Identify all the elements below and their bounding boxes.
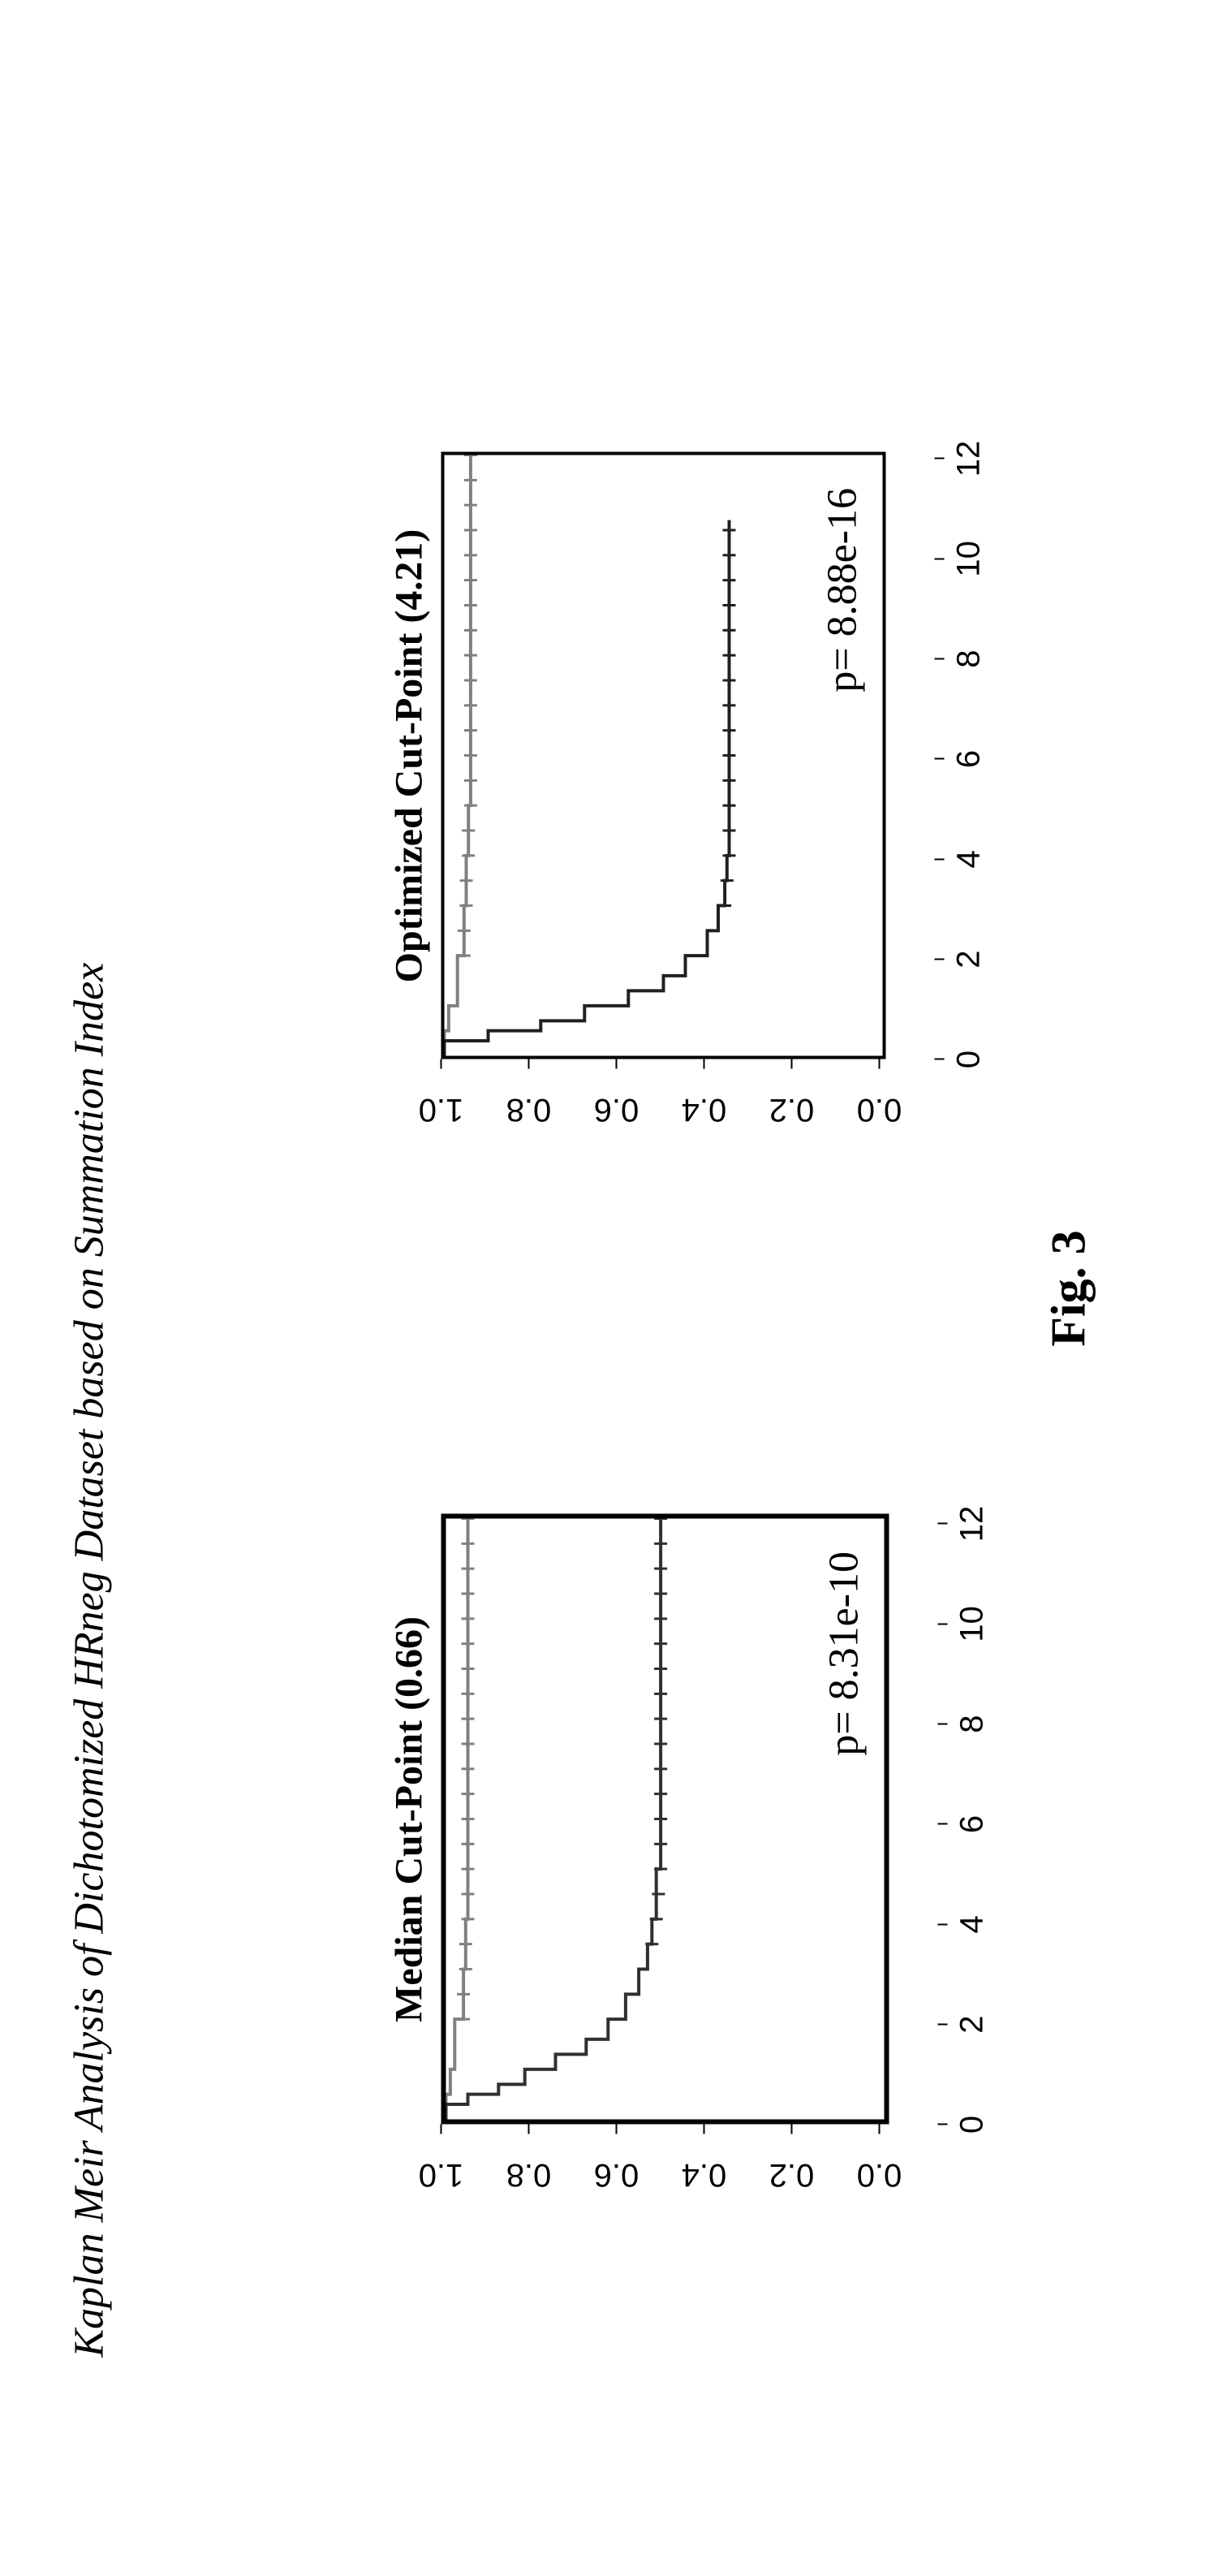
- x-tick-label: 4: [954, 1915, 990, 1933]
- y-tick: [615, 2125, 617, 2134]
- km-curves-median: [446, 1519, 884, 2120]
- x-tick: [934, 958, 944, 960]
- y-tick: [527, 2125, 529, 2134]
- x-tick-label: 6: [950, 749, 987, 767]
- x-tick: [934, 858, 944, 860]
- x-tick-label: 2: [954, 2015, 990, 2033]
- panel-optimized: Optimized Cut-Point (4.21) p= 8.88e-16 0…: [386, 452, 889, 1059]
- y-tick-label: 0.8: [506, 2156, 551, 2193]
- x-tick-label: 12: [954, 1505, 990, 1542]
- x-tick-label: 12: [950, 440, 987, 477]
- x-tick: [934, 758, 944, 760]
- x-tick: [937, 2124, 947, 2125]
- panel-median-chart: p= 8.31e-10 0.00.20.40.60.81.0 024681012: [441, 1514, 889, 2125]
- figure-label: Fig. 3: [1040, 1230, 1096, 1346]
- y-tick-label: 1.0: [418, 1091, 463, 1128]
- x-tick-label: 8: [954, 1715, 990, 1732]
- x-tick: [937, 1823, 947, 1825]
- x-tick-label: 6: [954, 1814, 990, 1832]
- x-tick: [934, 558, 944, 559]
- y-tick-label: 0.8: [506, 1091, 551, 1128]
- x-tick-label: 2: [950, 950, 987, 968]
- main-title: Kaplan Meir Analysis of Dichotomized HRn…: [65, 962, 113, 2357]
- y-tick: [703, 1059, 704, 1069]
- y-tick: [878, 1059, 880, 1069]
- y-tick: [440, 2125, 441, 2134]
- panel-median: Median Cut-Point (0.66) p= 8.31e-10 0.00…: [386, 1514, 889, 2125]
- x-tick: [937, 1723, 947, 1724]
- x-tick-label: 0: [954, 2115, 990, 2133]
- x-tick: [937, 1523, 947, 1525]
- x-tick: [934, 658, 944, 659]
- x-tick-label: 10: [950, 541, 987, 577]
- y-tick-label: 1.0: [418, 2156, 463, 2193]
- p-value-optimized: p= 8.88e-16: [818, 488, 866, 693]
- x-tick: [937, 1623, 947, 1625]
- y-tick-label: 0.2: [769, 2156, 814, 2193]
- x-tick: [937, 1923, 947, 1925]
- y-tick-label: 0.4: [681, 1091, 726, 1128]
- panels-row: Median Cut-Point (0.66) p= 8.31e-10 0.00…: [386, 452, 889, 2125]
- panel-optimized-chart: p= 8.88e-16 0.00.20.40.60.81.0 024681012: [441, 452, 885, 1059]
- x-tick-label: 8: [950, 649, 987, 667]
- km-curve-lower: [444, 520, 729, 1056]
- y-tick: [615, 1059, 617, 1069]
- x-tick: [937, 2023, 947, 2025]
- y-tick: [790, 1059, 792, 1069]
- y-tick: [527, 1059, 529, 1069]
- x-tick: [934, 458, 944, 460]
- panel-optimized-title: Optimized Cut-Point (4.21): [386, 529, 431, 982]
- panel-median-title: Median Cut-Point (0.66): [386, 1616, 431, 2022]
- y-tick: [878, 2125, 880, 2134]
- plot-box-median: p= 8.31e-10: [441, 1514, 889, 2125]
- x-tick-label: 0: [950, 1050, 987, 1068]
- y-tick: [440, 1059, 441, 1069]
- x-tick-label: 4: [950, 850, 987, 868]
- y-tick-label: 0.0: [856, 2156, 902, 2193]
- y-tick-label: 0.6: [593, 2156, 639, 2193]
- p-value-median: p= 8.31e-10: [820, 1551, 868, 1756]
- figure-container: Kaplan Meir Analysis of Dichotomized HRn…: [0, 0, 1210, 2576]
- y-tick-label: 0.2: [769, 1091, 814, 1128]
- plot-box-optimized: p= 8.88e-16: [441, 452, 885, 1059]
- y-tick: [790, 2125, 792, 2134]
- km-curve-lower: [446, 1519, 661, 2120]
- x-tick-label: 10: [954, 1606, 990, 1642]
- km-curves-optimized: [444, 455, 882, 1056]
- y-tick-label: 0.0: [856, 1091, 902, 1128]
- y-tick-label: 0.4: [681, 2156, 726, 2193]
- y-tick-label: 0.6: [593, 1091, 639, 1128]
- y-tick: [703, 2125, 704, 2134]
- x-tick: [934, 1059, 944, 1060]
